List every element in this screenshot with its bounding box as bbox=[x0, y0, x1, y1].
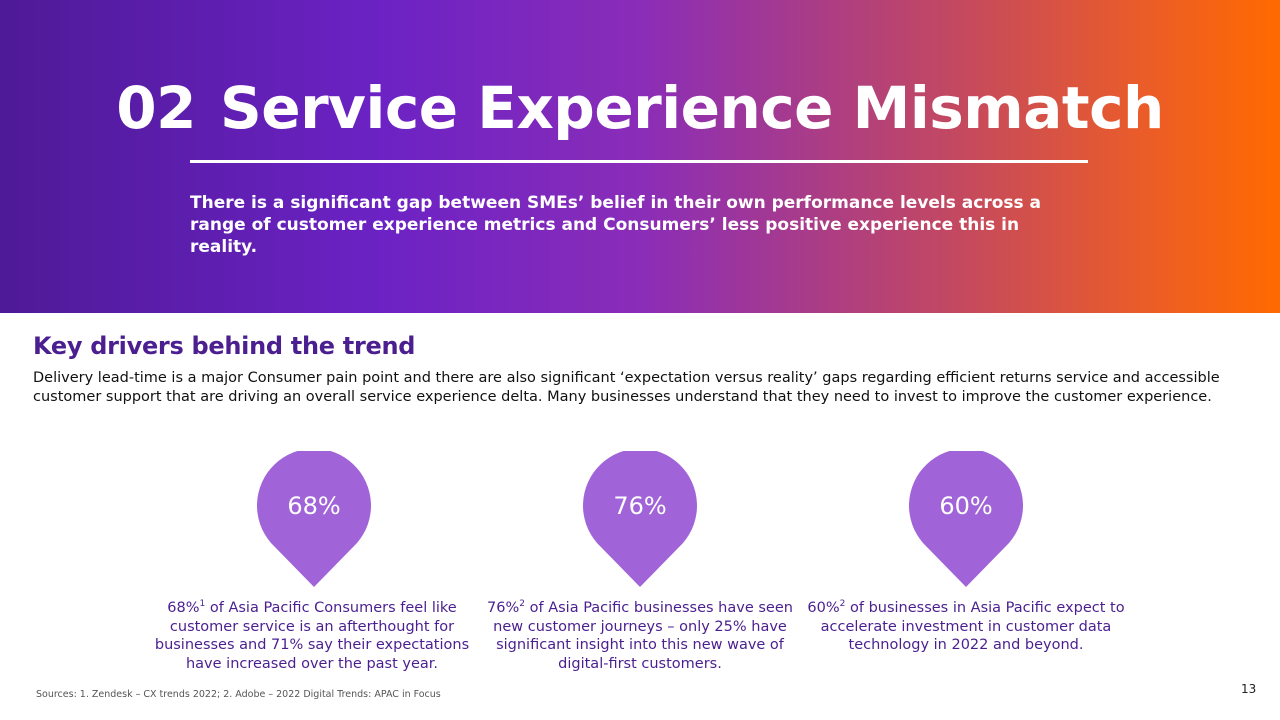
footnote-marker-1: 1 bbox=[199, 599, 206, 610]
footnote-marker-2: 2 bbox=[519, 599, 525, 610]
stat-description-2: 76%2 of Asia Pacific businesses have see… bbox=[480, 599, 800, 673]
stat-pin-1: 68% bbox=[257, 451, 371, 591]
stat-lead-3: 60% bbox=[807, 600, 840, 616]
stat-pin-3: 60% bbox=[909, 451, 1023, 591]
stat-description-1: 68%1 of Asia Pacific Consumers feel like… bbox=[152, 599, 472, 673]
header-banner: 02 Service Experience Mismatch There is a… bbox=[0, 0, 1280, 313]
header-subtitle: There is a significant gap between SMEs’… bbox=[190, 193, 1042, 257]
stat-description-3: 60%2 of businesses in Asia Pacific expec… bbox=[806, 599, 1126, 655]
footnote-marker-3: 2 bbox=[839, 599, 846, 610]
stat-lead-1: 68% bbox=[167, 600, 200, 616]
sources-footnote: Sources: 1. Zendesk – CX trends 2022; 2.… bbox=[36, 689, 441, 700]
stat-pin-2: 76% bbox=[583, 451, 697, 591]
stat-value-2: 76% bbox=[613, 492, 667, 520]
drivers-body: Delivery lead-time is a major Consumer p… bbox=[33, 370, 1220, 405]
page-title: 02 Service Experience Mismatch bbox=[0, 72, 1280, 144]
map-pin-icon bbox=[909, 451, 1023, 587]
stat-value-1: 68% bbox=[287, 492, 341, 520]
stat-value-3: 60% bbox=[939, 492, 993, 520]
stat-text-1: of Asia Pacific Consumers feel like cust… bbox=[154, 600, 470, 672]
section-number: 02 bbox=[116, 74, 196, 142]
map-pin-icon bbox=[583, 451, 697, 587]
map-pin-icon bbox=[257, 451, 371, 587]
stat-text-3: of businesses in Asia Pacific expect to … bbox=[820, 600, 1125, 653]
stat-lead-2: 76% bbox=[487, 600, 520, 616]
title-text: Service Experience Mismatch bbox=[219, 74, 1164, 142]
page-number: 13 bbox=[1241, 682, 1257, 696]
title-divider bbox=[190, 160, 1088, 163]
drivers-heading: Key drivers behind the trend bbox=[33, 332, 416, 360]
stat-text-2: of Asia Pacific businesses have seen new… bbox=[493, 600, 793, 672]
